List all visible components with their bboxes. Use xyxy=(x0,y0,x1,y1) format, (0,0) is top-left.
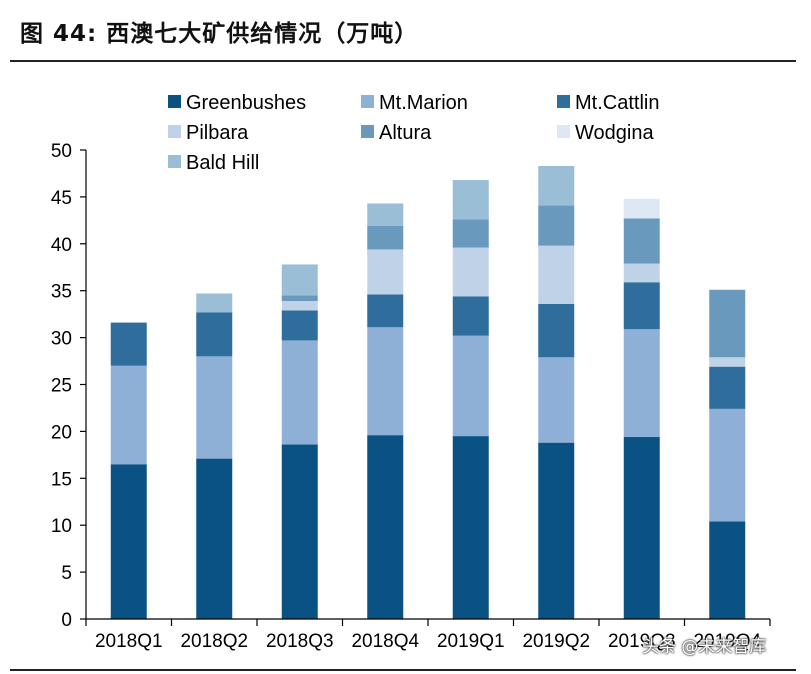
bar-segment-greenbushes-2019q2 xyxy=(538,442,575,619)
legend-label: Mt.Marion xyxy=(379,92,468,114)
bar-segment-mt-cattlin-2019q1 xyxy=(452,296,489,336)
bar-segment-greenbushes-2019q1 xyxy=(452,436,489,619)
bar-segment-altura-2019q1 xyxy=(452,219,489,248)
bar-segment-altura-2019q3 xyxy=(623,218,660,264)
y-tick-label: 50 xyxy=(51,141,72,162)
bar-segment-altura-2018q3 xyxy=(281,295,318,302)
bar-segment-bald-hill-2019q2 xyxy=(538,165,575,206)
bar-segment-mt-marion-2018q2 xyxy=(196,356,233,459)
bar-segment-greenbushes-2018q3 xyxy=(281,444,318,619)
y-tick-label: 10 xyxy=(51,516,72,537)
bar-segment-greenbushes-2018q4 xyxy=(367,435,404,619)
y-tick-label: 20 xyxy=(51,422,72,443)
x-tick-label: 2019Q1 xyxy=(437,631,505,652)
legend-swatch xyxy=(168,155,181,168)
bar-segment-mt-cattlin-2019q2 xyxy=(538,303,575,358)
bar-segment-mt-cattlin-2018q2 xyxy=(196,312,233,357)
bar-segment-mt-marion-2018q4 xyxy=(367,327,404,436)
y-tick-label: 40 xyxy=(51,235,72,256)
x-tick-label: 2018Q2 xyxy=(180,631,248,652)
bar-segment-mt-marion-2018q1 xyxy=(110,365,147,465)
legend-swatch xyxy=(361,125,374,138)
bar-segment-greenbushes-2019q3 xyxy=(623,437,660,619)
legend-swatch xyxy=(557,95,570,108)
bar-segment-mt-cattlin-2019q3 xyxy=(623,282,660,330)
legend: Greenbushes Mt.Marion Mt.Cattlin Pilbara Alt… xyxy=(168,92,659,174)
bar-segment-greenbushes-2018q1 xyxy=(110,464,147,619)
bar-segment-pilbara-2019q3 xyxy=(623,263,660,283)
y-tick-label: 45 xyxy=(51,188,72,209)
legend-label: Bald Hill xyxy=(186,152,259,174)
bar-segment-mt-marion-2019q1 xyxy=(452,335,489,437)
y-tick-label: 0 xyxy=(61,610,72,631)
bar-segment-greenbushes-2019q4 xyxy=(709,521,746,619)
bar-segment-pilbara-2019q4 xyxy=(709,357,746,367)
legend-swatch xyxy=(168,125,181,138)
bar-segment-pilbara-2019q1 xyxy=(452,247,489,297)
x-tick-label: 2018Q4 xyxy=(351,631,419,652)
bar-segment-altura-2019q4 xyxy=(709,289,746,358)
bar-segment-mt-cattlin-2019q4 xyxy=(709,366,746,409)
legend-label: Pilbara xyxy=(186,122,249,144)
bar-segment-mt-marion-2019q2 xyxy=(538,357,575,443)
y-tick-label: 15 xyxy=(51,469,72,490)
bar-segment-mt-cattlin-2018q3 xyxy=(281,310,318,341)
bar-segment-pilbara-2018q3 xyxy=(281,301,318,311)
legend-label: Wodgina xyxy=(575,122,654,144)
bottom-divider xyxy=(10,669,796,671)
bar-segment-altura-2019q2 xyxy=(538,205,575,246)
x-tick-label: 2018Q3 xyxy=(266,631,334,652)
bar-segment-altura-2018q4 xyxy=(367,225,404,250)
legend-swatch xyxy=(557,125,570,138)
bar-segment-bald-hill-2018q2 xyxy=(196,293,233,313)
bar-segment-pilbara-2018q4 xyxy=(367,249,404,295)
x-tick-label: 2019Q2 xyxy=(522,631,590,652)
x-tick-label: 2019Q4 xyxy=(693,631,761,652)
bar-segment-bald-hill-2018q4 xyxy=(367,203,404,226)
x-tick-label: 2018Q1 xyxy=(95,631,163,652)
bar-segment-bald-hill-2019q1 xyxy=(452,180,489,220)
legend-label: Greenbushes xyxy=(186,92,306,114)
bar-segment-bald-hill-2018q3 xyxy=(281,264,318,296)
title-divider xyxy=(10,60,796,62)
y-tick-label: 5 xyxy=(61,563,72,584)
axes-group: 0 5 10 15 20 25 30 35 40 45 50 2018Q1 2018Q2 2018Q3 20… xyxy=(51,141,771,652)
bar-segment-mt-cattlin-2018q4 xyxy=(367,294,404,328)
legend-swatch xyxy=(361,95,374,108)
bar-segment-pilbara-2019q2 xyxy=(538,245,575,304)
legend-label: Altura xyxy=(379,122,432,144)
y-tick-label: 30 xyxy=(51,329,72,350)
y-tick-label: 25 xyxy=(51,376,72,397)
bars-group xyxy=(110,165,746,619)
legend-swatch xyxy=(168,95,181,108)
bar-segment-mt-marion-2019q3 xyxy=(623,329,660,438)
bar-segment-greenbushes-2018q2 xyxy=(196,458,233,619)
bar-segment-mt-marion-2018q3 xyxy=(281,340,318,445)
x-tick-label: 2019Q3 xyxy=(608,631,676,652)
bar-segment-wodgina-2019q3 xyxy=(623,198,660,219)
bar-segment-mt-cattlin-2018q1 xyxy=(110,322,147,366)
legend-label: Mt.Cattlin xyxy=(575,92,659,114)
watermark: 头条 @未来智库 xyxy=(642,637,767,657)
bar-segment-mt-marion-2019q4 xyxy=(709,408,746,522)
y-tick-label: 35 xyxy=(51,282,72,303)
chart-title: 图 44: 西澳七大矿供给情况（万吨） xyxy=(20,21,419,47)
